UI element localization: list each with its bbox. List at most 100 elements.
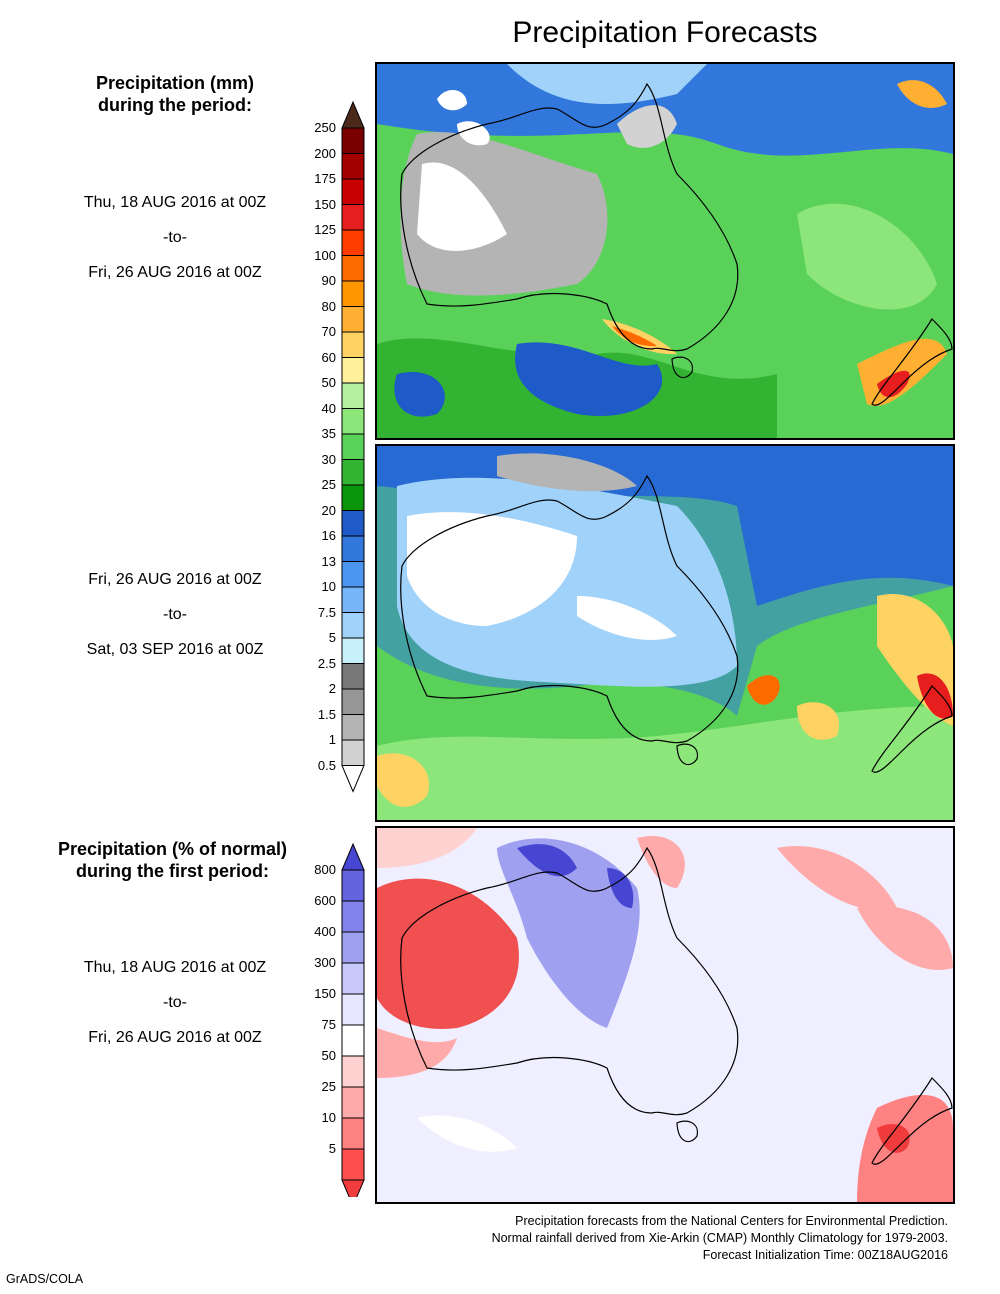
- pct-colorbar-tick-label: 25: [321, 1079, 336, 1094]
- pct-legend-heading-line2: during the first period:: [76, 861, 269, 881]
- amount-legend-heading: Precipitation (mm) during the period:: [70, 72, 280, 116]
- precip-map-1: [377, 64, 953, 438]
- pct-colorbar-tick-label: 800: [314, 862, 336, 877]
- period-2-end: Sat, 03 SEP 2016 at 00Z: [86, 641, 264, 658]
- amount-colorbar-segment: [341, 535, 365, 562]
- amount-colorbar-segment: [341, 739, 365, 766]
- credit-label: GrADS/COLA: [6, 1272, 84, 1286]
- amount-colorbar-tick-label: 60: [321, 349, 336, 365]
- amount-legend-heading-line2: during the period:: [98, 95, 252, 115]
- pct-colorbar-tick-label: 5: [328, 1141, 336, 1156]
- amount-colorbar-segment: [341, 612, 365, 639]
- pct-colorbar-segment: [341, 1148, 365, 1181]
- pct-colorbar-top-arrow: [341, 842, 365, 871]
- pct-colorbar-tick-label: 10: [321, 1110, 336, 1125]
- period-2-start: Fri, 26 AUG 2016 at 00Z: [88, 571, 262, 588]
- amount-colorbar-segment: [341, 663, 365, 690]
- amount-colorbar-tick-label: 30: [321, 451, 336, 467]
- amount-colorbar-tick-label: 250: [314, 120, 336, 135]
- pct-normal-map: [377, 828, 953, 1202]
- pct-legend-heading: Precipitation (% of normal) during the f…: [40, 838, 305, 882]
- amount-colorbar-segment: [341, 510, 365, 537]
- amount-colorbar-segment: [341, 178, 365, 205]
- period-1-label: Thu, 18 AUG 2016 at 00Z -to- Fri, 26 AUG…: [40, 185, 310, 290]
- amount-colorbar-segment: [341, 459, 365, 486]
- footer-line-2: Normal rainfall derived from Xie-Arkin (…: [491, 1231, 948, 1245]
- amount-colorbar-tick-label: 175: [314, 171, 336, 186]
- pct-colorbar-segment: [341, 931, 365, 964]
- pct-legend-heading-line1: Precipitation (% of normal): [57, 839, 288, 859]
- amount-colorbar-tick-label: 16: [321, 528, 336, 543]
- amount-colorbar-tick-label: 20: [321, 502, 336, 518]
- amount-colorbar-segment: [341, 229, 365, 256]
- amount-colorbar-tick-label: 40: [321, 400, 336, 416]
- amount-colorbar-tick-label: 1.5: [317, 706, 336, 722]
- amount-colorbar-tick-label: 25: [321, 477, 336, 492]
- amount-colorbar-tick-label: 13: [321, 553, 336, 569]
- amount-colorbar-segment: [341, 306, 365, 333]
- amount-colorbar-tick-label: 1: [328, 732, 336, 747]
- amount-colorbar-tick-label: 35: [321, 426, 336, 441]
- footer-notes: Precipitation forecasts from the Nationa…: [348, 1213, 948, 1264]
- amount-colorbar-tick-label: 200: [314, 145, 336, 161]
- pct-colorbar-tick-label: 400: [314, 924, 336, 939]
- footer-line-3: Forecast Initialization Time: 00Z18AUG20…: [702, 1248, 948, 1262]
- amount-legend-heading-line1: Precipitation (mm): [95, 73, 255, 93]
- amount-colorbar-tick-label: 125: [314, 222, 336, 237]
- amount-colorbar-tick-label: 5: [328, 630, 336, 645]
- amount-colorbar-tick-label: 0.5: [317, 757, 336, 773]
- amount-colorbar-tick-label: 150: [314, 196, 336, 212]
- page-title: Precipitation Forecasts: [512, 16, 818, 49]
- amount-colorbar-segment: [341, 688, 365, 715]
- pct-colorbar-tick-label: 600: [314, 893, 336, 908]
- map-panel-pct-normal: [375, 826, 955, 1204]
- amount-colorbar-segment: [341, 280, 365, 307]
- period-3-end: Fri, 26 AUG 2016 at 00Z: [88, 1029, 262, 1046]
- pct-colorbar: [341, 842, 365, 1197]
- period-2-label: Fri, 26 AUG 2016 at 00Z -to- Sat, 03 SEP…: [40, 562, 310, 667]
- pct-colorbar-tick-label: 300: [314, 955, 336, 970]
- amount-colorbar-segment: [341, 637, 365, 664]
- pct-colorbar-segment: [341, 1055, 365, 1088]
- amount-colorbar-segment: [341, 586, 365, 613]
- pct-colorbar-tick-label: 150: [314, 986, 336, 1001]
- amount-colorbar-tick-label: 2.5: [317, 655, 336, 671]
- amount-colorbar-segment: [341, 204, 365, 231]
- precip-map-2: [377, 446, 953, 820]
- pct-colorbar-tick-label: 75: [321, 1017, 336, 1032]
- period-3-start: Thu, 18 AUG 2016 at 00Z: [83, 959, 267, 976]
- pct-colorbar-segment: [341, 869, 365, 902]
- pct-colorbar-segment: [341, 962, 365, 995]
- map-panel-period-1: [375, 62, 955, 440]
- amount-colorbar-top-arrow: [341, 100, 365, 129]
- amount-colorbar-segment: [341, 357, 365, 384]
- pct-colorbar-tick-label: 50: [321, 1048, 336, 1063]
- pct-colorbar-segment: [341, 1117, 365, 1150]
- amount-colorbar-bottom-arrow: [341, 765, 365, 793]
- amount-colorbar-segment: [341, 127, 365, 154]
- amount-colorbar: [341, 100, 365, 793]
- pct-colorbar-segment: [341, 900, 365, 933]
- amount-colorbar-segment: [341, 153, 365, 180]
- amount-colorbar-segment: [341, 433, 365, 460]
- pct-colorbar-bottom-arrow: [341, 1179, 365, 1197]
- amount-colorbar-tick-label: 90: [321, 273, 336, 288]
- amount-colorbar-segment: [341, 408, 365, 435]
- amount-colorbar-tick-label: 7.5: [317, 604, 336, 620]
- amount-colorbar-segment: [341, 714, 365, 741]
- amount-colorbar-segment: [341, 255, 365, 282]
- pct-colorbar-segment: [341, 1086, 365, 1119]
- period-1-start: Thu, 18 AUG 2016 at 00Z: [83, 194, 267, 211]
- amount-colorbar-segment: [341, 382, 365, 409]
- pct-colorbar-segment: [341, 993, 365, 1026]
- map-panel-period-2: [375, 444, 955, 822]
- footer-line-1: Precipitation forecasts from the Nationa…: [515, 1214, 948, 1228]
- period-1-end: Fri, 26 AUG 2016 at 00Z: [88, 264, 262, 281]
- amount-colorbar-tick-label: 100: [314, 247, 336, 263]
- amount-colorbar-segment: [341, 331, 365, 358]
- pct-colorbar-segment: [341, 1024, 365, 1057]
- period-2-separator: -to-: [163, 606, 187, 623]
- amount-colorbar-tick-label: 2: [328, 681, 336, 696]
- amount-colorbar-tick-label: 70: [321, 324, 336, 339]
- amount-colorbar-segment: [341, 561, 365, 588]
